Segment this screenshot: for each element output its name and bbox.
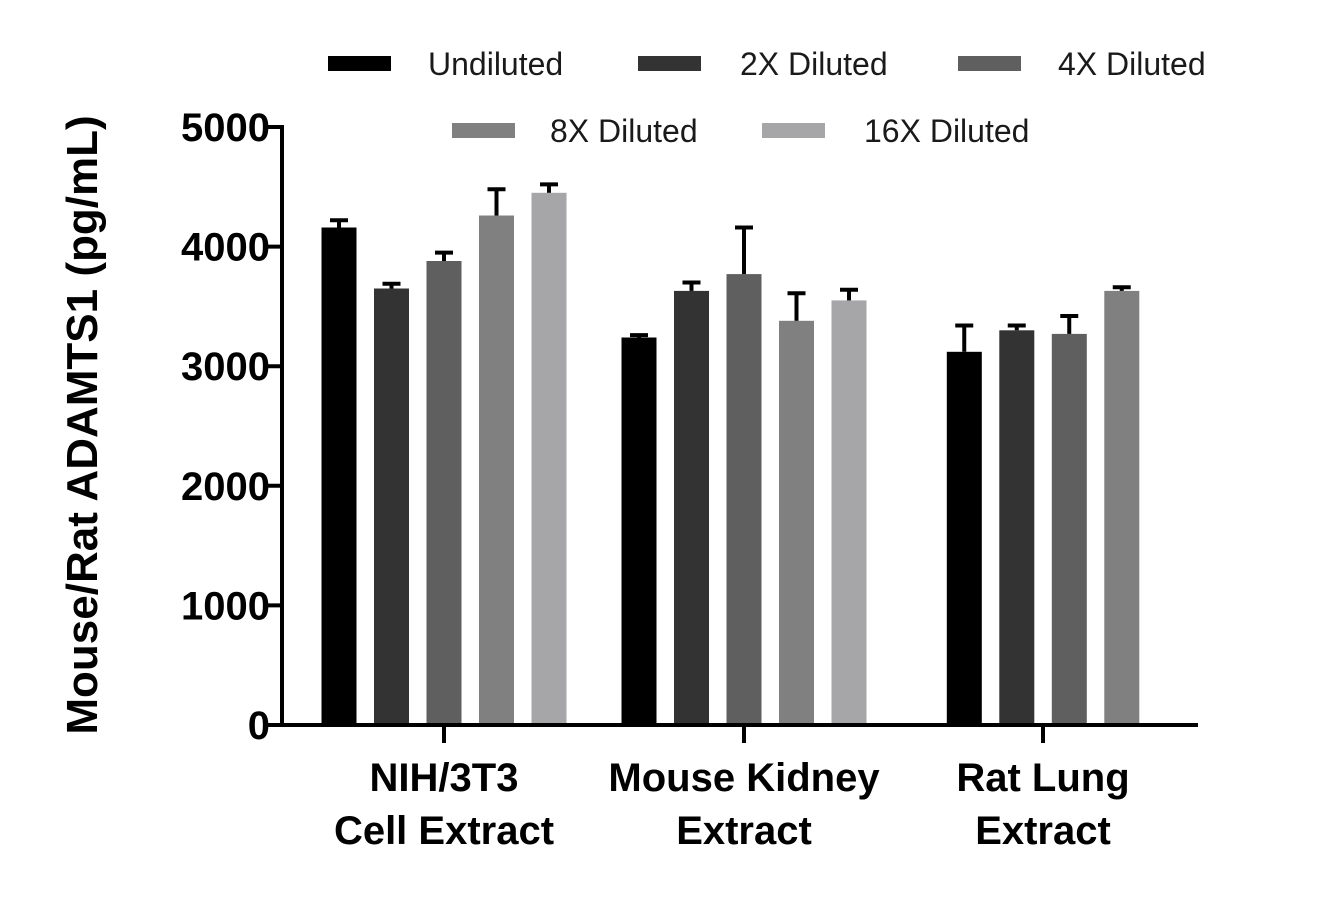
y-tick-label: 3000 [181, 345, 270, 389]
bar-5-group-1 [531, 192, 567, 726]
y-tick-label: 0 [248, 704, 270, 748]
y-axis: 0 1000 2000 3000 4000 5000 [181, 106, 284, 748]
bar-4-group-1 [479, 215, 514, 725]
y-tick-label: 4000 [181, 226, 270, 270]
x-tick-label: Extract [975, 809, 1111, 853]
legend-label-3: 4X Diluted [1058, 46, 1206, 82]
x-tick-label: Extract [676, 809, 812, 853]
bar-1-group-2 [621, 337, 657, 725]
legend-label-5: 16X Diluted [864, 113, 1029, 149]
bar-2-group-1 [374, 288, 409, 725]
bar-3-group-1 [426, 261, 462, 725]
legend: Undiluted 2X Diluted 4X Diluted 8X Diluted 1… [328, 46, 1206, 149]
legend-swatch-5 [762, 123, 825, 138]
y-tick-label: 5000 [181, 106, 270, 150]
legend-swatch-4 [452, 123, 515, 138]
bar-1-group-1 [321, 227, 357, 725]
legend-label-2: 2X Diluted [740, 46, 888, 82]
bar-4-group-3 [1104, 290, 1140, 725]
legend-swatch-1 [328, 56, 391, 71]
bars [321, 192, 1140, 726]
y-tick-label: 1000 [181, 584, 270, 628]
legend-label-4: 8X Diluted [550, 113, 698, 149]
legend-swatch-3 [958, 56, 1021, 71]
bar-4-group-2 [779, 320, 814, 725]
x-tick-label: Rat Lung [956, 756, 1129, 800]
x-tick-label: Mouse Kidney [608, 756, 880, 800]
y-axis-label: Mouse/Rat ADAMTS1 (pg/mL) [58, 115, 107, 734]
bar-5-group-2 [831, 300, 867, 725]
bar-2-group-2 [674, 290, 709, 725]
x-tick-label: NIH/3T3 [370, 756, 519, 800]
bar-2-group-3 [999, 330, 1035, 725]
legend-label-1: Undiluted [428, 46, 563, 82]
x-axis: NIH/3T3 Cell Extract Mouse Kidney Extract Ra… [280, 723, 1198, 853]
bar-1-group-3 [946, 351, 982, 725]
y-tick-label: 2000 [181, 465, 270, 509]
x-tick-label: Cell Extract [334, 809, 554, 853]
bar-3-group-2 [726, 274, 762, 725]
error-bars [330, 182, 1131, 352]
bar-3-group-3 [1051, 333, 1087, 725]
legend-swatch-2 [638, 56, 701, 71]
